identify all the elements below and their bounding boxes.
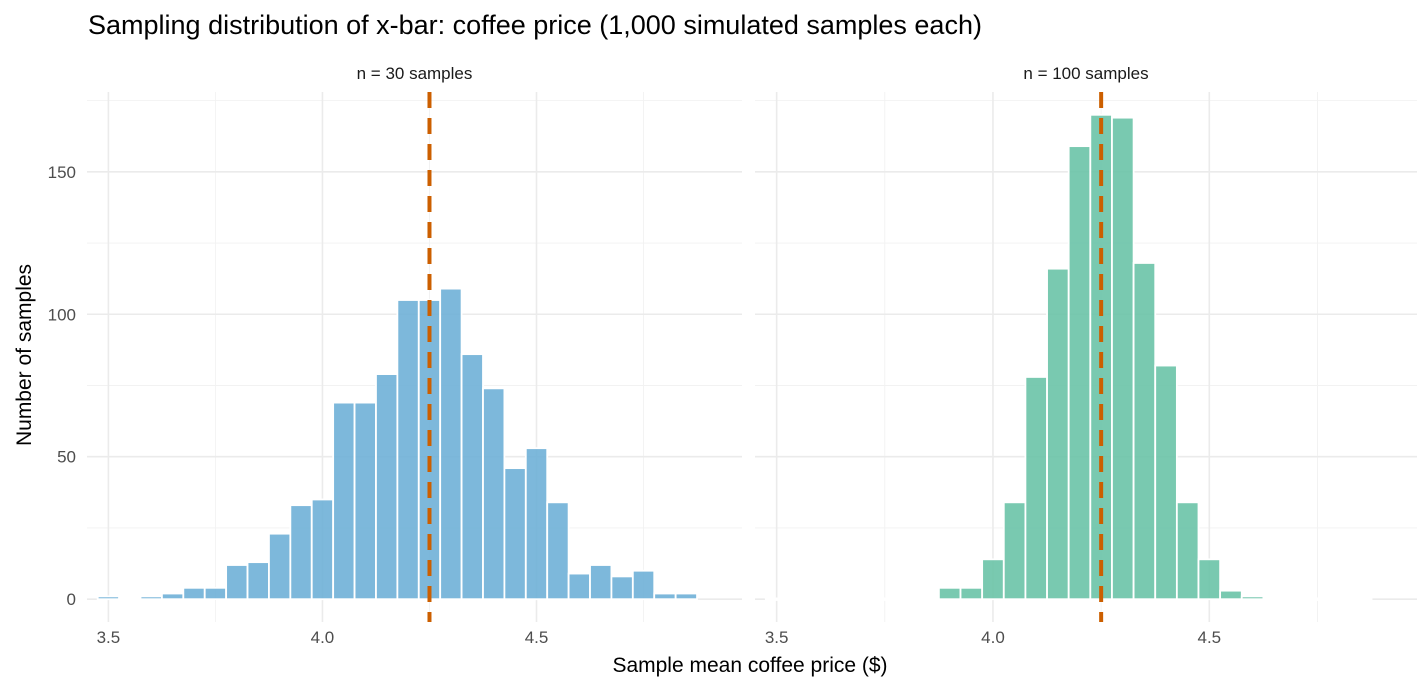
histogram-bar — [894, 597, 919, 601]
histogram-bar — [310, 498, 335, 601]
panel-2: n = 100 samples 3.5 4.0 4.5 — [755, 64, 1417, 647]
histogram-bar — [203, 586, 228, 601]
histogram-bar — [1132, 262, 1157, 601]
histogram-bar — [524, 447, 549, 601]
x-tick-label: 4.5 — [525, 628, 549, 647]
histogram-bar — [1175, 501, 1200, 601]
histogram-bar — [1262, 597, 1286, 601]
histogram-bar — [460, 353, 484, 601]
histogram-bar — [182, 586, 206, 601]
histogram-bar — [96, 595, 121, 601]
histogram-bar — [375, 373, 399, 601]
y-axis-label: Number of samples — [13, 264, 36, 446]
histogram-bar — [808, 597, 832, 601]
histogram-bar — [959, 586, 984, 601]
x-tick-label: 4.0 — [981, 628, 1005, 647]
y-tick-label: 150 — [48, 163, 76, 182]
histogram-bar — [1305, 597, 1330, 601]
histogram-bar — [118, 597, 142, 601]
chart-panels: n = 30 samples 3.5 4.0 4.5 0 50 100 150 n = 100 … — [48, 64, 1417, 647]
panel-strip-label: n = 100 samples — [1023, 64, 1148, 83]
histogram-bar — [1197, 558, 1222, 601]
x-tick-label: 4.5 — [1197, 628, 1221, 647]
x-tick-label: 4.0 — [311, 628, 335, 647]
histogram-bar — [1067, 145, 1092, 601]
histogram-bar — [653, 592, 677, 601]
histogram-bar — [1219, 589, 1243, 601]
histogram-bar — [289, 504, 313, 601]
panel-1: n = 30 samples 3.5 4.0 4.5 0 50 100 150 — [48, 64, 742, 647]
histogram-bar — [1284, 597, 1308, 601]
histogram-bar — [161, 592, 185, 601]
histogram-bar — [139, 595, 163, 601]
histogram-bar — [268, 532, 292, 601]
histogram-bar — [631, 569, 656, 601]
histogram-bar — [1240, 595, 1265, 601]
histogram-bar — [1154, 364, 1178, 601]
histogram-bar — [916, 597, 940, 601]
histogram-bar — [1349, 597, 1373, 601]
histogram-bar — [396, 299, 420, 601]
histogram-bar — [417, 299, 442, 601]
x-tick-label: 3.5 — [97, 628, 121, 647]
panel-strip-label: n = 30 samples — [357, 64, 473, 83]
histogram-bar — [503, 467, 527, 601]
histogram-bar — [1111, 116, 1135, 601]
histogram-bar — [1024, 376, 1048, 601]
histogram-bar — [589, 564, 613, 601]
chart-title: Sampling distribution of x-bar: coffee p… — [88, 10, 982, 40]
y-tick-label: 100 — [48, 305, 76, 324]
histogram-bar — [873, 597, 897, 601]
histogram-bar — [937, 586, 962, 601]
histogram-bar — [482, 387, 506, 601]
x-tick-label: 3.5 — [765, 628, 789, 647]
y-tick-label: 50 — [57, 448, 76, 467]
histogram-bar — [674, 592, 698, 601]
histogram-bar — [332, 401, 356, 601]
histogram-bar — [1327, 597, 1351, 601]
histogram-bar — [246, 561, 270, 601]
histogram-bar — [786, 597, 810, 601]
histogram-bar — [851, 597, 875, 601]
histogram-bar — [546, 501, 570, 601]
histogram-bar — [829, 597, 854, 601]
histogram-bar — [981, 558, 1005, 601]
histogram-bar — [225, 564, 249, 601]
histogram-bar — [439, 287, 463, 601]
x-axis-label: Sample mean coffee price ($) — [612, 654, 887, 677]
histogram-bar — [1002, 501, 1027, 601]
histogram-bar — [567, 572, 591, 601]
histogram-bar — [1046, 267, 1070, 601]
histogram-bar — [353, 401, 377, 601]
histogram-bar — [610, 575, 634, 601]
y-tick-label: 0 — [67, 590, 76, 609]
histogram-bar — [764, 597, 789, 601]
